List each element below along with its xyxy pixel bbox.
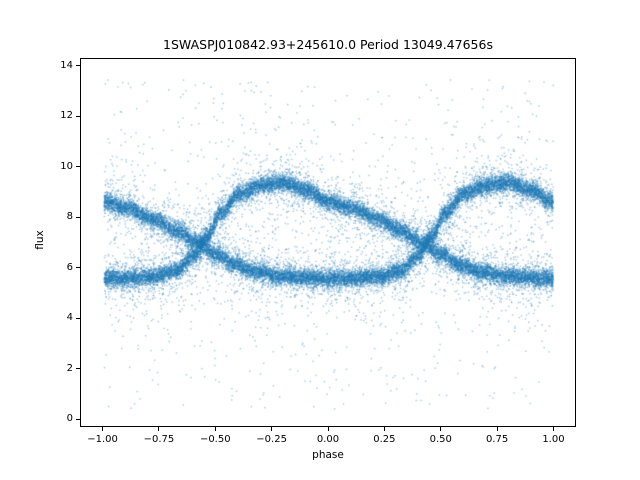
y-tick-label: 10 — [60, 160, 73, 172]
scatter-points-canvas — [81, 59, 575, 426]
y-tick-label: 14 — [60, 59, 73, 71]
y-tick-label: 12 — [60, 110, 73, 122]
y-tick-mark — [76, 418, 80, 420]
x-tick-label: −0.75 — [143, 434, 175, 445]
x-tick-label: 0.75 — [485, 434, 509, 445]
x-tick-mark — [496, 427, 498, 431]
y-tick-label: 2 — [66, 362, 73, 374]
x-tick-label: 0.00 — [316, 434, 340, 445]
x-tick-mark — [158, 427, 160, 431]
y-tick-mark — [76, 267, 80, 269]
y-tick-mark — [76, 166, 80, 168]
y-tick-mark — [76, 317, 80, 319]
y-axis-label: flux — [34, 230, 46, 250]
y-tick-mark — [76, 65, 80, 67]
x-tick-mark — [214, 427, 216, 431]
x-tick-mark — [271, 427, 273, 431]
x-tick-mark — [552, 427, 554, 431]
x-tick-mark — [440, 427, 442, 431]
y-tick-label: 4 — [66, 312, 73, 324]
x-tick-label: −1.00 — [87, 434, 118, 445]
y-tick-label: 0 — [66, 413, 73, 425]
x-tick-mark — [383, 427, 385, 431]
x-tick-mark — [102, 427, 104, 431]
x-axis-label: phase — [312, 449, 344, 461]
x-tick-label: −0.25 — [256, 434, 287, 445]
x-tick-label: 0.50 — [429, 434, 452, 445]
x-tick-label: −0.50 — [199, 434, 231, 445]
plot-area — [80, 58, 576, 427]
y-tick-mark — [76, 368, 80, 370]
chart-title: 1SWASPJ010842.93+245610.0 Period 13049.4… — [163, 37, 493, 52]
x-tick-label: 1.00 — [542, 434, 565, 445]
x-tick-label: 0.25 — [373, 434, 396, 445]
y-tick-mark — [76, 216, 80, 218]
y-tick-label: 8 — [66, 211, 73, 223]
x-tick-mark — [327, 427, 329, 431]
y-tick-label: 6 — [66, 261, 73, 273]
y-tick-mark — [76, 115, 80, 117]
